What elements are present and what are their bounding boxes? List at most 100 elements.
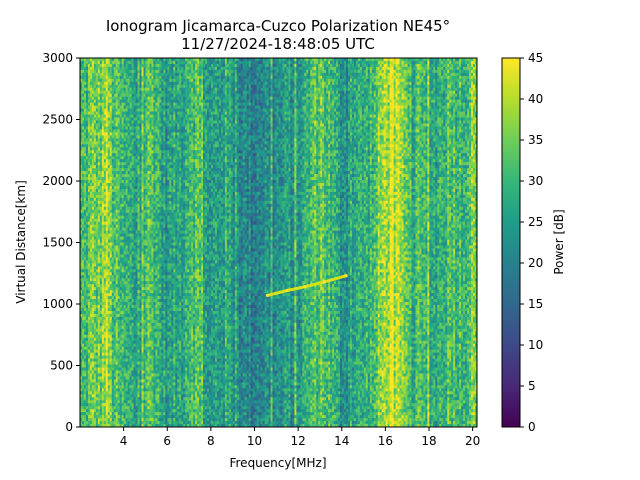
heatmap-cell <box>83 296 87 300</box>
heatmap-cell <box>101 168 105 172</box>
heatmap-cell <box>83 81 87 86</box>
heatmap-cell <box>81 236 85 241</box>
heatmap-cell <box>89 334 93 339</box>
heatmap-cell <box>91 87 95 92</box>
heatmap-cell <box>93 388 97 392</box>
heatmap-cell <box>83 236 87 241</box>
heatmap-cell <box>93 81 97 86</box>
heatmap-cell <box>101 278 105 282</box>
heatmap-cell <box>101 403 105 407</box>
heatmap-cell <box>95 254 99 258</box>
heatmap-cell <box>81 328 85 333</box>
heatmap-cell <box>85 334 89 339</box>
heatmap-cell <box>103 334 107 339</box>
heatmap-cell <box>97 299 101 303</box>
heatmap-cell <box>103 197 107 202</box>
heatmap-cell <box>101 180 105 184</box>
heatmap-cell <box>85 177 89 181</box>
heatmap-cell <box>80 84 83 89</box>
heatmap-cell <box>97 373 101 377</box>
heatmap-cell <box>91 304 95 309</box>
heatmap-cell <box>83 159 87 163</box>
heatmap-cell <box>87 364 91 368</box>
heatmap-cell <box>83 153 87 157</box>
heatmap-cell <box>95 313 99 318</box>
heatmap-cell <box>93 299 97 303</box>
heatmap-cell <box>83 135 87 139</box>
heatmap-cell <box>99 334 103 339</box>
heatmap-cell <box>83 394 87 398</box>
heatmap-cell <box>97 334 101 339</box>
heatmap-cell <box>99 147 103 151</box>
heatmap-cell <box>87 424 91 427</box>
heatmap-cell <box>87 370 91 374</box>
heatmap-cell <box>101 78 105 83</box>
heatmap-cell <box>93 334 97 339</box>
heatmap-cell <box>81 349 85 354</box>
heatmap-cell <box>93 200 97 205</box>
heatmap-cell <box>89 81 93 86</box>
heatmap-cell <box>80 60 83 65</box>
heatmap-cell <box>93 373 97 377</box>
heatmap-cell <box>81 316 85 321</box>
heatmap-cell <box>99 99 103 104</box>
heatmap-cell <box>97 191 101 196</box>
heatmap-cell <box>105 144 109 148</box>
heatmap-cell <box>93 114 97 119</box>
heatmap-cell <box>93 296 97 300</box>
heatmap-cell <box>99 290 103 294</box>
heatmap-cell <box>101 373 105 377</box>
heatmap-cell <box>99 182 103 187</box>
heatmap-cell <box>89 105 93 110</box>
heatmap-cell <box>81 126 85 130</box>
heatmap-cell <box>105 87 109 92</box>
heatmap-cell <box>95 102 99 107</box>
heatmap-cell <box>105 102 109 107</box>
heatmap-cell <box>87 221 91 226</box>
heatmap-cell <box>83 412 87 416</box>
heatmap-cell <box>101 147 105 151</box>
heatmap-cell <box>87 394 91 398</box>
heatmap-cell <box>91 165 95 169</box>
heatmap-cell <box>97 126 101 130</box>
heatmap-cell <box>99 209 103 214</box>
heatmap-cell <box>91 138 95 142</box>
heatmap-cell <box>95 200 99 205</box>
heatmap-cell <box>89 75 93 80</box>
heatmap-cell <box>83 269 87 273</box>
heatmap-cell <box>95 63 99 68</box>
heatmap-cell <box>87 194 91 199</box>
heatmap-cell <box>97 81 101 86</box>
heatmap-cell <box>99 328 103 333</box>
heatmap-cell <box>95 290 99 294</box>
heatmap-cell <box>99 84 103 89</box>
heatmap-cell <box>80 171 83 175</box>
heatmap-cell <box>80 284 83 288</box>
heatmap-cell <box>85 138 89 142</box>
heatmap-cell <box>91 215 95 220</box>
heatmap-cell <box>97 171 101 175</box>
heatmap-cell <box>101 87 105 92</box>
heatmap-cell <box>95 58 99 62</box>
heatmap-cell <box>97 218 101 223</box>
heatmap-cell <box>81 304 85 309</box>
heatmap-cell <box>89 200 93 205</box>
heatmap-cell <box>91 245 95 249</box>
heatmap-cell <box>87 177 91 181</box>
heatmap-cell <box>85 245 89 249</box>
heatmap-cell <box>103 171 107 175</box>
heatmap-cell <box>99 230 103 235</box>
heatmap-cell <box>103 388 107 392</box>
heatmap-cell <box>83 424 87 427</box>
heatmap-cell <box>99 269 103 273</box>
heatmap-cell <box>87 117 91 121</box>
heatmap-cell <box>85 296 89 300</box>
heatmap-cell <box>80 218 83 223</box>
heatmap-cell <box>83 93 87 98</box>
heatmap-cell <box>97 385 101 389</box>
heatmap-cell <box>80 117 83 121</box>
heatmap-cell <box>97 236 101 241</box>
heatmap-cell <box>87 188 91 193</box>
heatmap-cell <box>81 302 85 306</box>
heatmap-cell <box>87 310 91 315</box>
